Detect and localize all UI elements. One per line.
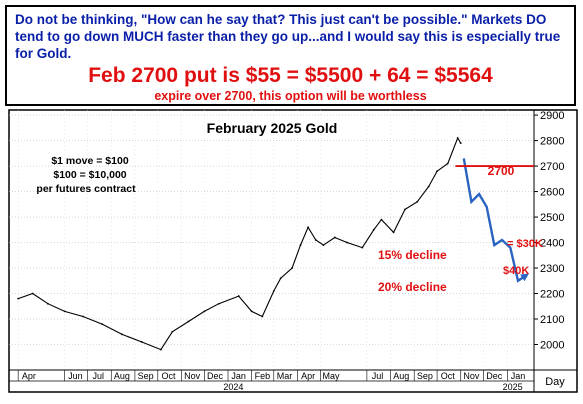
y-tick-label: 2600 — [540, 187, 564, 199]
x-tick-label: Jul — [372, 371, 384, 381]
price-point — [427, 185, 430, 188]
y-tick-label: 2000 — [540, 340, 564, 352]
price-point — [314, 239, 317, 241]
x-tick-label: Oct — [441, 371, 456, 381]
price-point — [346, 241, 348, 244]
price-point — [261, 315, 264, 318]
price-point — [279, 277, 282, 280]
decline-15-label: 15% decline — [378, 248, 447, 262]
x-tick-label: Jan — [231, 371, 246, 381]
price-point — [101, 323, 103, 326]
projection-line — [462, 158, 529, 283]
price-point — [272, 290, 275, 292]
price-point — [380, 218, 383, 221]
expiry-note: expire over 2700, this option will be wo… — [154, 89, 427, 103]
projection-series — [462, 158, 529, 283]
x-axis-unit: Day — [545, 376, 565, 388]
x-tick-label: Nov — [184, 371, 201, 381]
x-tick-label: Jul — [93, 371, 105, 381]
x-tick-label: Dec — [486, 371, 503, 381]
price-point — [82, 315, 84, 318]
y-tick-label: 2300 — [540, 263, 564, 275]
price-point — [159, 348, 162, 351]
price-point — [416, 200, 419, 203]
price-point — [171, 330, 174, 333]
price-point — [322, 244, 325, 246]
x-tick-label: Apr — [301, 371, 315, 381]
put-cost-headline: Feb 2700 put is $55 = $5500 + 64 = $5564 — [88, 64, 493, 87]
x-axis-ticks: Apr Jun Jul Aug Sep Oct Nov Dec Jan Feb Mar Apr May J… — [17, 370, 526, 392]
year-label: 2024 — [223, 382, 243, 392]
x-tick-label: Apr — [22, 371, 36, 381]
x-tick-label: Oct — [161, 371, 176, 381]
x-tick-label: Nov — [463, 371, 480, 381]
price-point — [392, 231, 395, 234]
y-tick-label: 2100 — [540, 314, 564, 326]
year-label: 2025 — [503, 382, 523, 392]
price-point — [456, 137, 459, 139]
price-point — [404, 208, 406, 211]
price-point — [187, 320, 190, 323]
y-tick-label: 2200 — [540, 289, 564, 301]
commentary-box: Do not be thinking, "How can he say that… — [5, 5, 576, 106]
price-point — [31, 292, 34, 295]
price-series — [17, 136, 462, 351]
x-tick-label: Sep — [138, 371, 154, 381]
price-point — [237, 295, 240, 297]
y-axis-ticks: 2000 2100 2200 2300 2400 2500 2600 2700 2800 2900 — [534, 110, 564, 352]
decline-20-label: 20% decline — [378, 280, 447, 294]
price-point — [47, 302, 49, 305]
price-point — [203, 310, 206, 313]
chart-title: February 2025 Gold — [207, 120, 338, 136]
price-point — [121, 333, 123, 336]
gain-40k-label: $40K — [503, 265, 529, 277]
price-point — [333, 236, 336, 239]
strike-label: 2700 — [488, 164, 515, 178]
scale-line-1: $1 move = $100 — [51, 155, 129, 167]
y-tick-label: 2900 — [540, 110, 564, 122]
price-point — [459, 142, 462, 145]
x-tick-label: Aug — [114, 371, 130, 381]
chart-border — [8, 109, 578, 393]
price-line — [18, 136, 462, 351]
x-tick-label: Jun — [68, 371, 83, 381]
gridlines — [9, 110, 534, 370]
price-point — [291, 267, 294, 269]
x-tick-label: May — [323, 371, 341, 381]
commentary-text: Do not be thinking, "How can he say that… — [15, 12, 561, 61]
gain-30k-label: = $30K — [507, 238, 543, 250]
x-tick-label: Feb — [255, 371, 271, 381]
price-point — [436, 170, 438, 173]
x-tick-label: Sep — [417, 371, 433, 381]
price-point — [299, 244, 302, 246]
scale-line-3: per futures contract — [36, 183, 136, 195]
price-point — [17, 297, 20, 300]
price-point — [217, 302, 220, 305]
price-point — [63, 310, 66, 313]
price-point — [250, 310, 253, 313]
y-tick-label: 2800 — [540, 136, 564, 148]
y-tick-label: 2500 — [540, 212, 564, 224]
x-tick-label: Jan — [511, 371, 526, 381]
price-point — [140, 341, 143, 343]
price-point — [361, 246, 364, 249]
y-tick-label: 2400 — [540, 238, 564, 250]
x-tick-label: Dec — [207, 371, 224, 381]
scale-line-2: $100 = $10,000 — [53, 169, 126, 181]
price-point — [446, 162, 449, 165]
y-tick-label: 2700 — [540, 161, 564, 173]
price-point — [307, 226, 310, 229]
price-point — [372, 228, 375, 231]
x-tick-label: Mar — [277, 371, 293, 381]
x-tick-label: Aug — [393, 371, 409, 381]
